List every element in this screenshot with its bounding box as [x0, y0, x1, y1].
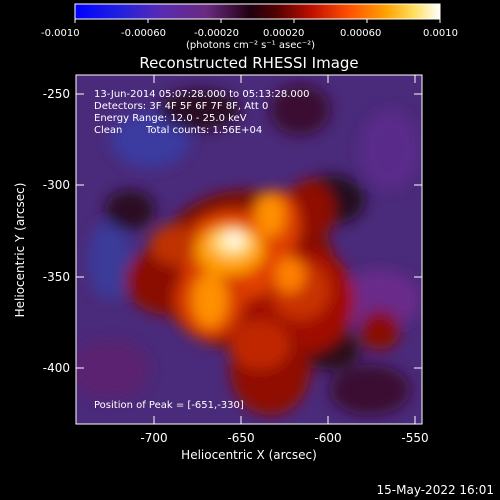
- rhessi-image: [76, 75, 422, 424]
- colorbar-ticks: [74, 19, 441, 23]
- annotation-peak: Position of Peak = [-651,-330]: [94, 400, 244, 411]
- footer-timestamp: 15-May-2022 16:01: [377, 483, 494, 497]
- colorbar-tick-label: -0.00060: [121, 28, 166, 39]
- colorbar-gradient: [74, 3, 441, 20]
- x-axis-label: Heliocentric X (arcsec): [181, 448, 317, 462]
- annotation-energy: Energy Range: 12.0 - 25.0 keV: [94, 113, 247, 124]
- colorbar-tick-label: -0.00020: [194, 28, 239, 39]
- colorbar-unit-label: (photons cm⁻² s⁻¹ asec⁻²): [186, 40, 315, 51]
- annotation-counts: Total counts: 1.56E+04: [145, 125, 262, 136]
- colorbar-tick-label: 0.00020: [263, 28, 304, 39]
- x-tick-label: -600: [314, 431, 341, 445]
- plot-title: Reconstructed RHESSI Image: [139, 54, 358, 72]
- colorbar-tick-label: -0.0010: [41, 28, 80, 39]
- y-axis-label: Heliocentric Y (arcsec): [13, 183, 27, 318]
- x-axis-ticks: [153, 75, 416, 424]
- annotation-time: 13-Jun-2014 05:07:28.000 to 05:13:28.000: [94, 89, 310, 100]
- x-tick-label: -650: [227, 431, 254, 445]
- colorbar-tick-label: 0.00060: [340, 28, 381, 39]
- x-tick-label: -700: [140, 431, 167, 445]
- y-tick-label: -250: [43, 87, 70, 101]
- y-tick-label: -350: [43, 270, 70, 284]
- y-tick-label: -300: [43, 178, 70, 192]
- y-tick-label: -400: [43, 361, 70, 375]
- x-tick-label: -550: [401, 431, 428, 445]
- annotation-detectors: Detectors: 3F 4F 5F 6F 7F 8F, Att 0: [94, 101, 268, 112]
- plot-frame: [75, 74, 423, 425]
- colorbar-tick-label: 0.0010: [423, 28, 458, 39]
- annotation-method: Clean: [94, 125, 122, 136]
- y-axis-ticks: [76, 93, 422, 369]
